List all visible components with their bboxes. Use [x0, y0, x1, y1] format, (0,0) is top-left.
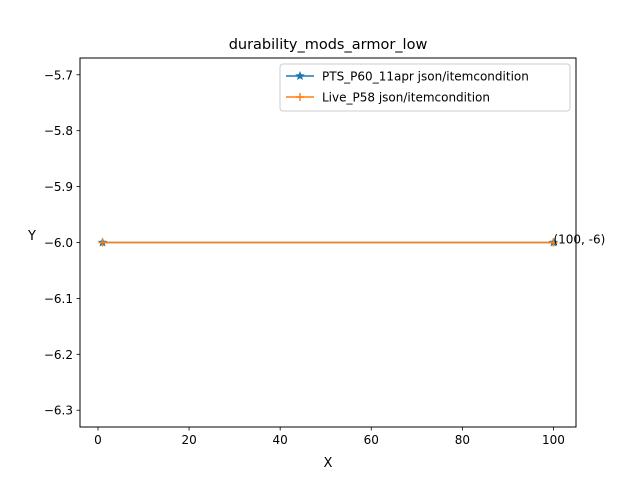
x-tick-label: 60	[364, 433, 379, 447]
legend-label-2: Live_P58 json/itemcondition	[322, 91, 490, 105]
plot-area	[97, 237, 559, 247]
point-annotation: (100, -6)	[553, 233, 605, 247]
x-tick-label: 100	[542, 433, 565, 447]
data-point-series-2	[549, 238, 558, 247]
x-axis-label: X	[324, 456, 333, 471]
legend: PTS_P60_11apr json/itemcondition Live_P58…	[279, 63, 571, 112]
legend-marker-2	[296, 93, 304, 101]
y-axis-label: Y	[27, 229, 36, 244]
y-tick-label: −5.8	[44, 124, 73, 138]
y-tick-label: −5.7	[44, 68, 73, 82]
y-tick-label: −6.1	[44, 292, 73, 306]
y-tick-label: −5.9	[44, 180, 73, 194]
data-point-series-2	[98, 238, 107, 247]
legend-label-1: PTS_P60_11apr json/itemcondition	[322, 70, 529, 84]
y-tick-label: −6.3	[44, 404, 73, 418]
x-tick-label: 0	[94, 433, 102, 447]
x-tick-label: 40	[273, 433, 288, 447]
x-tick-label: 20	[181, 433, 196, 447]
legend-marker-1	[295, 71, 305, 81]
x-tick-label: 80	[455, 433, 470, 447]
chart-title: durability_mods_armor_low	[229, 37, 428, 53]
y-tick-label: −6.2	[44, 348, 73, 362]
y-tick-label: −6.0	[44, 236, 73, 250]
legend-box	[279, 63, 571, 112]
